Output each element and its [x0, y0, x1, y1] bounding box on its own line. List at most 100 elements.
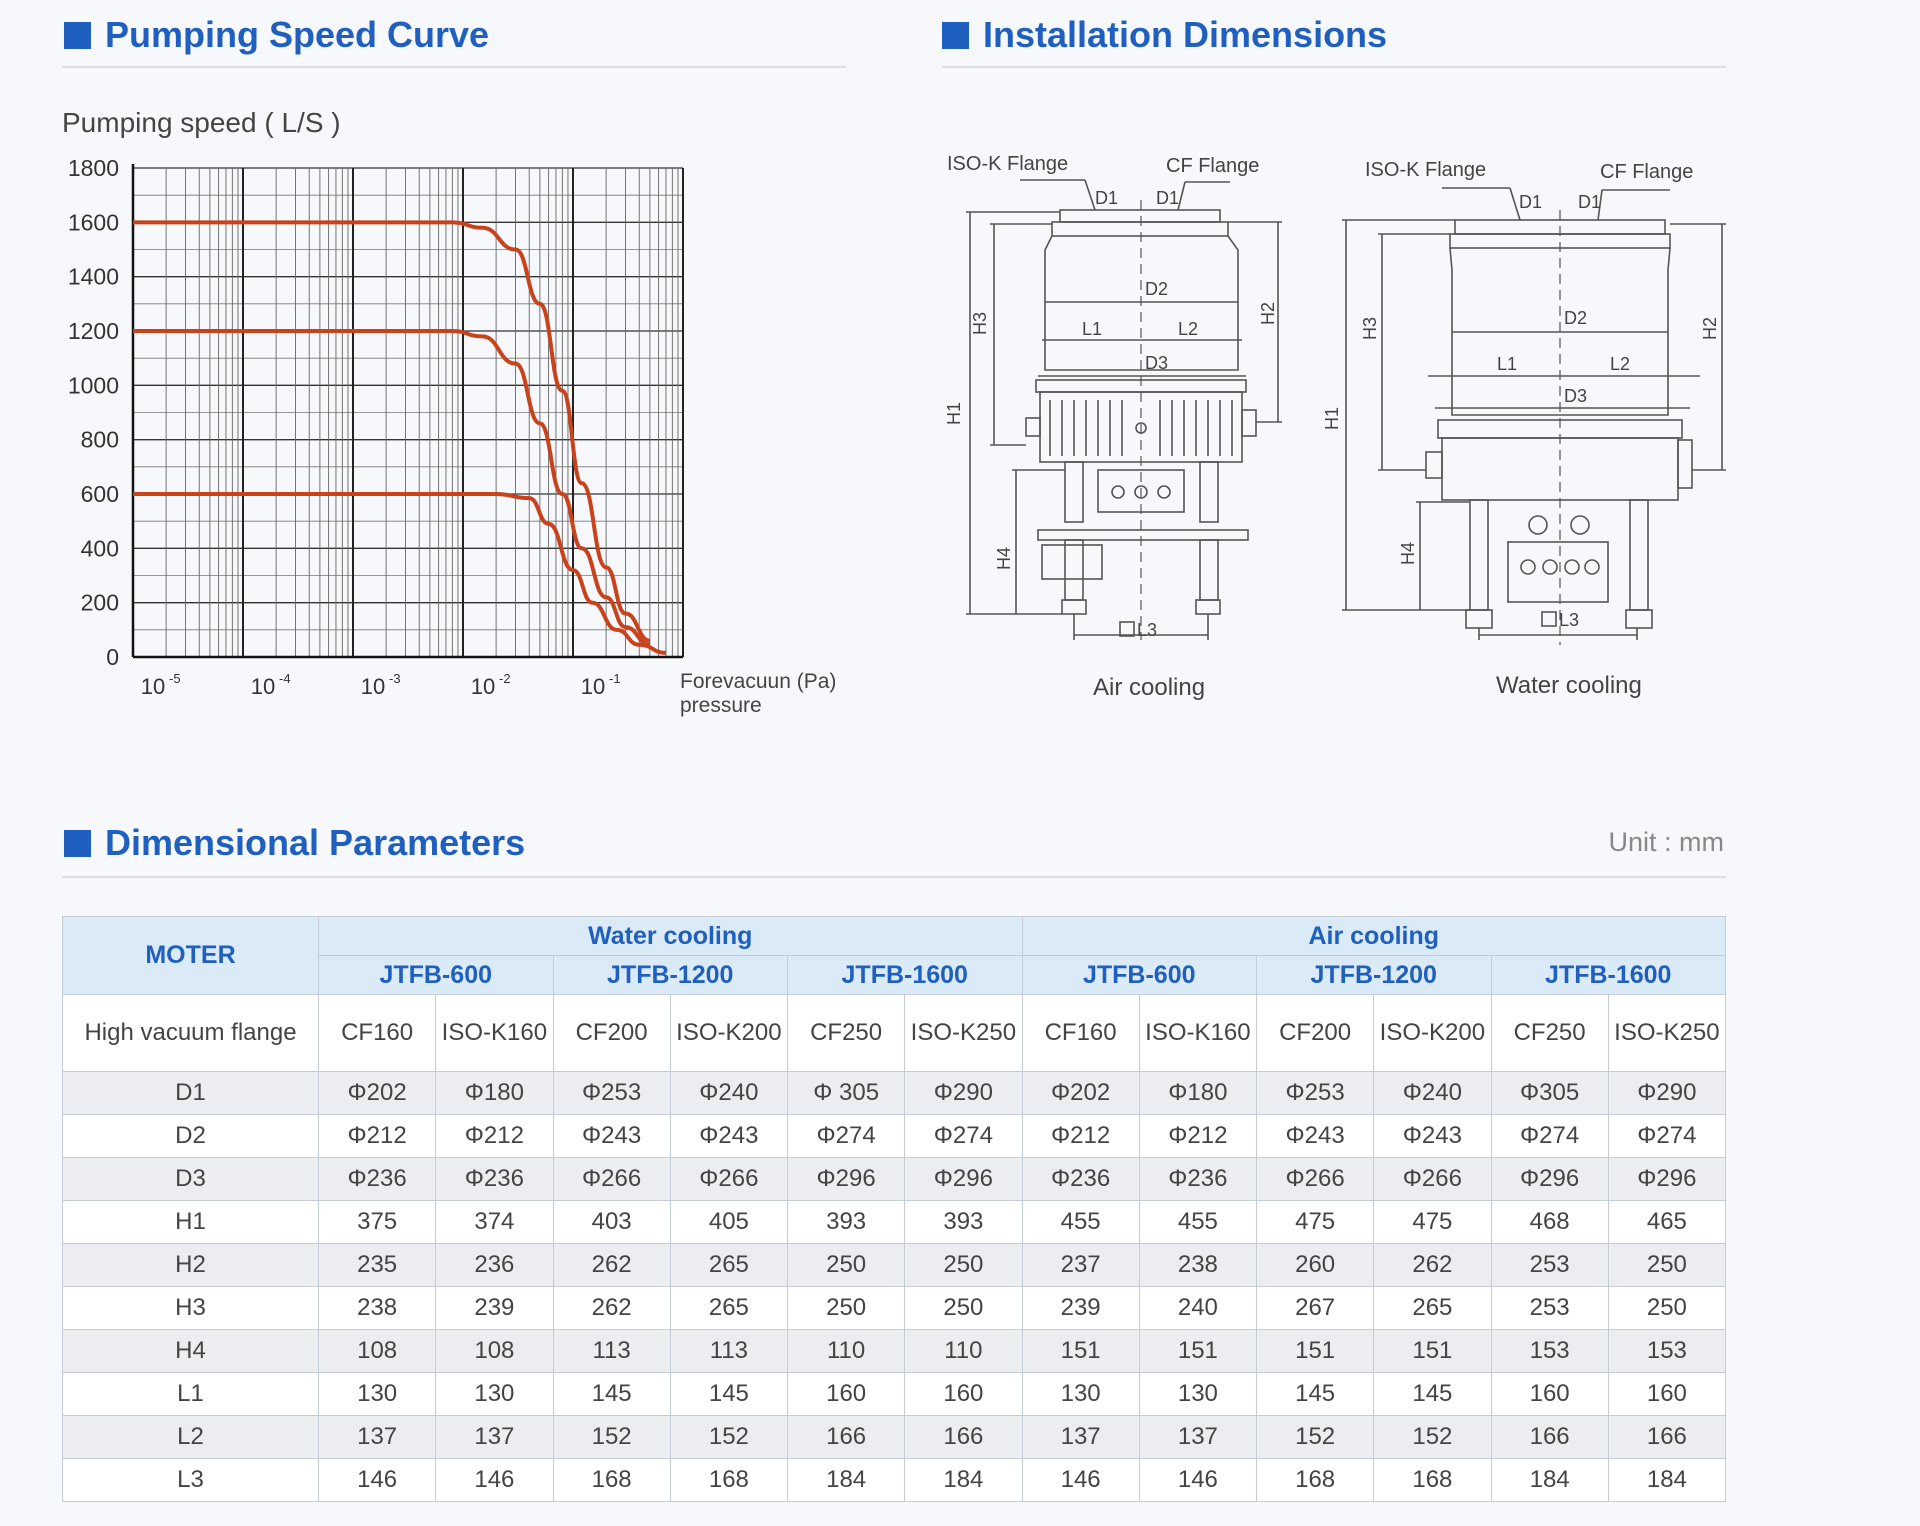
installation-section-title: Installation Dimensions	[942, 14, 1387, 56]
table-cell: 152	[552, 1415, 671, 1459]
table-cell: 393	[904, 1200, 1023, 1244]
air-d2-label: D2	[1145, 279, 1168, 299]
table-cell: Φ243	[669, 1114, 789, 1158]
table-cell: 238	[317, 1286, 437, 1330]
water-d1-right: D1	[1578, 192, 1601, 212]
table-cell: 250	[786, 1286, 906, 1330]
series-line-3	[133, 491, 667, 655]
y-tick-label: 1800	[68, 155, 119, 181]
water-cooling-drawing: ISO-K Flange CF Flange D1 D1 D2 L1 L2 D3…	[1322, 159, 1726, 699]
flange-cell: CF250	[786, 994, 906, 1072]
x-tick-exponent: -2	[499, 671, 511, 686]
table-cell: 250	[904, 1243, 1023, 1287]
flange-cell: CF200	[552, 994, 671, 1072]
table-cell: 240	[1138, 1286, 1258, 1330]
table-cell: 235	[317, 1243, 437, 1287]
water-l3-label: L3	[1559, 610, 1579, 630]
pumping-speed-chart: Pumping speed ( L/S ) 0 200 400 600 800 1000 1…	[62, 107, 836, 717]
model-header: JTFB-1200	[1256, 955, 1492, 995]
row-label: H1	[62, 1200, 319, 1244]
divider	[62, 66, 846, 68]
table-cell: 151	[1373, 1329, 1492, 1373]
table-cell: 262	[1373, 1243, 1492, 1287]
table-cell: 108	[317, 1329, 437, 1373]
air-l3-label: L3	[1137, 620, 1157, 640]
title-square-icon	[64, 829, 91, 857]
table-cell: Φ180	[1138, 1071, 1258, 1115]
air-l1-label: L1	[1082, 319, 1102, 339]
table-cell: 146	[1021, 1458, 1140, 1502]
water-h3-label: H3	[1360, 317, 1380, 340]
table-cell: 153	[1607, 1329, 1727, 1373]
table-cell: 110	[786, 1329, 906, 1373]
table-cell: 375	[317, 1200, 437, 1244]
table-cell: 145	[669, 1372, 789, 1416]
table-cell: 152	[1255, 1415, 1375, 1459]
table-cell: Φ212	[1138, 1114, 1258, 1158]
x-tick-label: 10	[251, 674, 275, 699]
table-cell: Φ236	[1138, 1157, 1258, 1201]
x-tick-exponent: -5	[169, 671, 181, 686]
divider	[62, 876, 1726, 878]
table-cell: 113	[552, 1329, 671, 1373]
title-square-icon	[942, 21, 969, 49]
table-cell: 153	[1490, 1329, 1609, 1373]
chart-ylabel: Pumping speed ( L/S )	[62, 107, 341, 138]
flange-row: High vacuum flange CF160 ISO-K160 CF200 …	[62, 994, 1727, 1072]
table-cell: 250	[904, 1286, 1023, 1330]
table-cell: 239	[435, 1286, 554, 1330]
water-cf-label: CF Flange	[1600, 161, 1693, 183]
table-row: D3 Φ236 Φ236 Φ266 Φ266 Φ296 Φ296 Φ236 Φ236 Φ266 Φ2…	[62, 1157, 1727, 1201]
table-cell: 146	[435, 1458, 554, 1502]
chart-series-group	[133, 220, 667, 655]
table-cell: 250	[1607, 1286, 1727, 1330]
table-cell: Φ243	[552, 1114, 671, 1158]
table-cell: 146	[1138, 1458, 1258, 1502]
table-cell: 137	[1138, 1415, 1258, 1459]
table-cell: 253	[1490, 1286, 1609, 1330]
table-cell: Φ202	[1021, 1071, 1140, 1115]
table-row: D1 Φ202 Φ180 Φ253 Φ240 Φ 305 Φ290 Φ202 Φ180 Φ253 Φ…	[62, 1071, 1727, 1115]
table-row: H4 108 108 113 113 110 110 151 151 151 151 153 153	[62, 1329, 1727, 1373]
table-cell: Φ296	[1490, 1157, 1609, 1201]
water-cooling-header: Water cooling	[318, 916, 1023, 956]
table-cell: Φ274	[1490, 1114, 1609, 1158]
y-tick-label: 1400	[68, 264, 119, 290]
table-cell: 145	[1255, 1372, 1375, 1416]
table-cell: Φ212	[317, 1114, 437, 1158]
moter-header: MOTER	[62, 916, 319, 995]
table-cell: 393	[786, 1200, 906, 1244]
table-cell: Φ305	[1490, 1071, 1609, 1115]
water-cooling-caption: Water cooling	[1496, 672, 1642, 699]
table-cell: 475	[1373, 1200, 1492, 1244]
water-h4-label: H4	[1398, 542, 1418, 565]
x-tick-label: 10	[471, 674, 495, 699]
row-label: L2	[62, 1415, 319, 1459]
row-label: D3	[62, 1157, 319, 1201]
table-cell: 108	[435, 1329, 554, 1373]
flange-cell: CF160	[317, 994, 437, 1072]
table-cell: 405	[669, 1200, 789, 1244]
unit-label: Unit : mm	[1608, 827, 1724, 857]
row-label: L1	[62, 1372, 319, 1416]
row-label: D1	[62, 1071, 319, 1115]
params-title-text: Dimensional Parameters	[105, 822, 526, 863]
air-cooling-header: Air cooling	[1021, 916, 1726, 956]
table-cell: 184	[904, 1458, 1023, 1502]
y-tick-label: 1000	[68, 372, 119, 398]
y-tick-label: 1200	[68, 318, 119, 344]
table-cell: Φ290	[1607, 1071, 1727, 1115]
table-cell: 145	[1373, 1372, 1492, 1416]
table-cell: 160	[1607, 1372, 1727, 1416]
row-label: H3	[62, 1286, 319, 1330]
air-d1-left: D1	[1095, 188, 1118, 208]
table-cell: 137	[1021, 1415, 1140, 1459]
row-label: D2	[62, 1114, 319, 1158]
y-tick-label: 600	[81, 481, 119, 507]
table-row: L1 130 130 145 145 160 160 130 130 145 145 160 160	[62, 1372, 1727, 1416]
water-d2-label: D2	[1564, 308, 1587, 328]
flange-cell: ISO-K160	[435, 994, 554, 1072]
row-label: L3	[62, 1458, 319, 1502]
table-cell: Φ274	[904, 1114, 1023, 1158]
water-isok-label: ISO-K Flange	[1365, 159, 1486, 181]
